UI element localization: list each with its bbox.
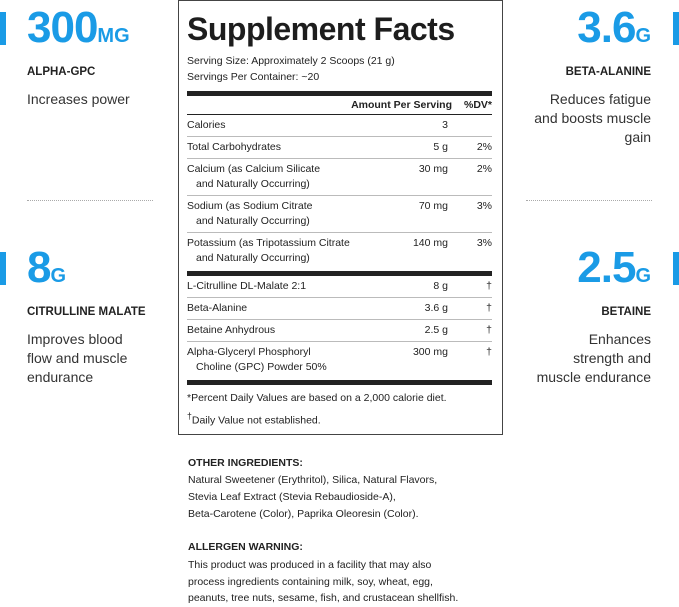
row-amount: 30 mg [372,162,448,192]
stat-label: CITRULLINE MALATE [27,306,177,318]
other-ingredients-text: Natural Sweetener (Erythritol), Silica, … [188,472,508,522]
ingredients-section: OTHER INGREDIENTS: Natural Sweetener (Er… [178,455,508,607]
row-dv: 2% [448,140,492,155]
row-amount: 140 mg [372,236,448,266]
stat-value: 300MG [27,4,177,60]
accent-bar [673,252,679,285]
row-dv: † [448,301,492,316]
stat-label: BETA-ALANINE [501,66,651,78]
row-dv: 2% [448,162,492,192]
col-amount: Amount Per Serving [332,99,452,111]
divider [526,200,652,201]
row-name: Total Carbohydrates [187,140,372,155]
table-header: Amount Per Serving %DV* [187,96,492,115]
row-dv: 3% [448,199,492,229]
row-dv: 3% [448,236,492,266]
divider-thick [187,380,492,385]
serving-size: Serving Size: Approximately 2 Scoops (21… [187,53,492,69]
footnote-dagger: †Daily Value not established. [187,407,492,430]
row-amount: 2.5 g [372,323,448,338]
servings-per-container: Servings Per Container: ~20 [187,69,492,85]
row-amount: 3 [372,118,448,133]
stat-label: BETAINE [501,306,651,318]
footnote-dv: *Percent Daily Values are based on a 2,0… [187,389,492,407]
row-amount: 70 mg [372,199,448,229]
facts-title: Supplement Facts [187,11,492,47]
row-amount: 3.6 g [372,301,448,316]
row-dv: † [448,279,492,294]
row-name: Calories [187,118,372,133]
stat-alpha-gpc: 300MG ALPHA-GPC Increases power [27,4,177,109]
row-amount: 8 g [372,279,448,294]
stat-value: 2.5G [501,244,651,300]
stat-value: 3.6G [501,4,651,60]
row-name: Beta-Alanine [187,301,372,316]
row-dv: † [448,345,492,375]
accent-bar [0,12,6,45]
divider [27,200,153,201]
center-column: Supplement Facts Serving Size: Approxima… [178,0,503,607]
stat-value: 8G [27,244,177,300]
other-ingredients-heading: OTHER INGREDIENTS: [188,455,508,472]
row-dv: † [448,323,492,338]
footnotes: *Percent Daily Values are based on a 2,0… [187,389,492,430]
allergen-heading: ALLERGEN WARNING: [188,539,508,556]
row-dv [448,118,492,133]
row-name: L-Citrulline DL-Malate 2:1 [187,279,372,294]
accent-bar [673,12,679,45]
row-amount: 300 mg [372,345,448,375]
row-amount: 5 g [372,140,448,155]
allergen-text: This product was produced in a facility … [188,557,508,607]
accent-bar [0,252,6,285]
stat-desc: Increases power [27,90,177,109]
stat-label: ALPHA-GPC [27,66,177,78]
col-dv: %DV* [452,99,492,111]
row-name: Betaine Anhydrous [187,323,372,338]
supplement-facts-panel: Supplement Facts Serving Size: Approxima… [178,0,503,435]
